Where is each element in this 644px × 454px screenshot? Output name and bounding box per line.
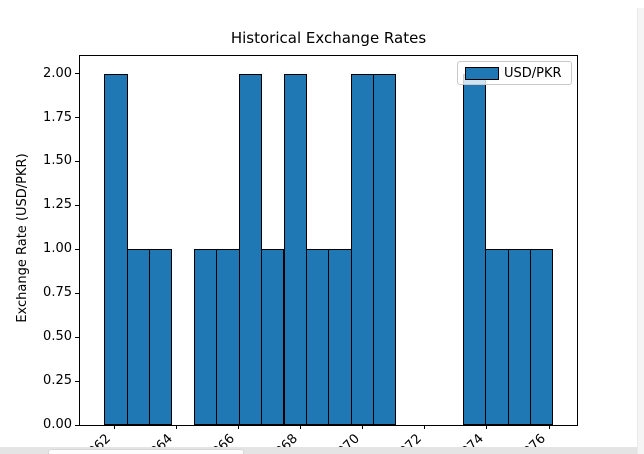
y-tick-label: 0.50	[43, 329, 72, 345]
x-tick-mark	[175, 425, 177, 429]
y-tick-label: 1.00	[43, 241, 72, 257]
histogram-bar	[462, 73, 487, 425]
x-tick-mark	[424, 425, 426, 429]
y-tick-mark	[75, 424, 79, 426]
plot-axes: 0.00 0.25 0.50 0.75 1.00 1.25 1.50 1.75 2.00 196…	[43, 55, 578, 454]
x-tick-mark	[300, 425, 301, 429]
y-tick-label: 1.25	[43, 197, 72, 213]
histogram-bar	[283, 73, 307, 425]
x-tick-mark	[237, 425, 239, 429]
y-tick-label: 0.25	[43, 373, 72, 389]
histogram-bar	[328, 249, 352, 425]
histogram-bar	[485, 249, 509, 425]
histogram-bar	[373, 73, 397, 425]
y-tick-label: 2.00	[43, 65, 72, 81]
x-tick-mark	[486, 425, 488, 429]
x-tick-mark	[113, 425, 115, 429]
histogram-bar	[305, 249, 330, 425]
y-tick-mark	[75, 380, 79, 382]
histogram-bar	[261, 249, 285, 425]
y-tick-label: 1.50	[43, 153, 72, 169]
chart-title: Historical Exchange Rates	[230, 29, 427, 47]
y-tick-mark	[75, 248, 79, 250]
y-tick-mark	[75, 204, 79, 206]
y-tick-label: 1.75	[43, 109, 72, 125]
y-axis-label: Exchange Rate (USD/PKR)	[15, 153, 30, 323]
legend-box: USD/PKR	[457, 61, 572, 85]
histogram-bar	[530, 249, 554, 425]
histogram-bar	[507, 249, 531, 425]
histogram-bar	[350, 73, 375, 425]
window-edge-bottom	[0, 447, 644, 454]
histogram-bar	[126, 249, 150, 425]
histogram-bar	[104, 73, 128, 425]
y-tick-mark	[75, 336, 79, 338]
y-tick-mark	[75, 117, 79, 118]
window-edge-right	[637, 8, 644, 454]
window-edge-bottom-panel	[48, 449, 244, 454]
y-tick-mark	[75, 73, 79, 75]
legend-color-swatch	[465, 67, 499, 80]
x-tick-mark	[362, 425, 364, 429]
x-tick-mark	[548, 425, 550, 429]
y-tick-label: 0.75	[43, 285, 72, 301]
plot-area: 0.00 0.25 0.50 0.75 1.00 1.25 1.50 1.75 2.00 196…	[43, 56, 577, 454]
histogram-bar	[149, 249, 173, 425]
y-tick-mark	[75, 292, 79, 294]
histogram-bar	[216, 249, 240, 425]
legend-series-label: USD/PKR	[504, 66, 562, 81]
y-tick-label: 0.00	[43, 417, 72, 432]
histogram-bar	[193, 249, 218, 425]
y-tick-mark	[75, 160, 79, 162]
histogram-bar	[238, 73, 263, 425]
